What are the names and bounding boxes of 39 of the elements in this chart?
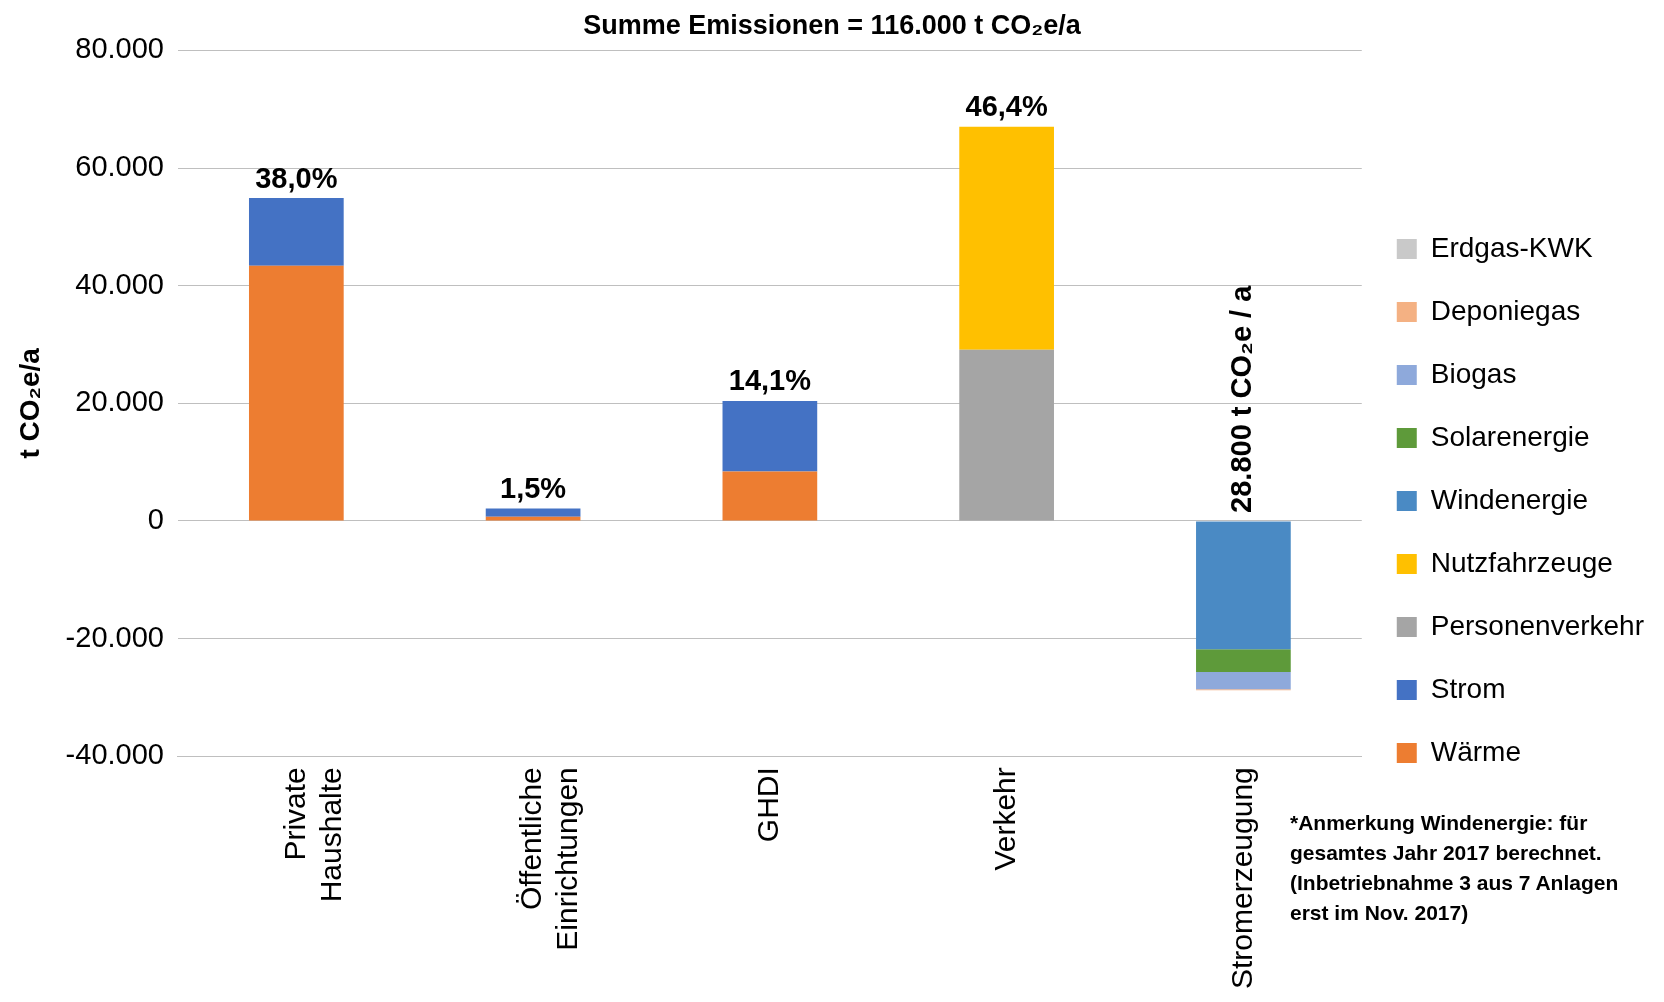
x-tick-label: Öffentliche Einrichtungen <box>514 767 584 951</box>
y-tick-label: -20.000 <box>65 620 164 653</box>
y-tick-label: 80.000 <box>75 32 164 65</box>
legend-label: Nutzfahrzeuge <box>1430 546 1613 578</box>
bar <box>1196 672 1291 690</box>
bar <box>1196 649 1291 673</box>
legend-label: Wärme <box>1430 735 1522 767</box>
y-tick-label: 40.000 <box>75 267 164 300</box>
legend-label: Personenverkehr <box>1430 609 1645 641</box>
x-tick-label: Verkehr <box>987 767 1021 871</box>
y-tick-label: 20.000 <box>75 385 164 418</box>
y-axis-title: t CO₂e/a <box>13 347 45 459</box>
legend-label: Deponiegas <box>1430 294 1581 326</box>
legend-label: Biogas <box>1430 357 1517 389</box>
y-tick-label: 0 <box>147 502 164 535</box>
bar <box>1196 521 1291 650</box>
legend-label: Windenergie <box>1430 483 1588 515</box>
annotation: 14,1% <box>728 364 812 397</box>
annotation: 46,4% <box>965 90 1048 123</box>
legend-label: Strom <box>1430 672 1506 704</box>
annotation: 1,5% <box>500 472 567 505</box>
text: *Anmerkung Windenergie: für gesamtes Jahr 2017 berechnet. (Inbetriebnahme 3 aus 7 Anlagen erst im Nov. 2017) <box>1290 810 1620 926</box>
annotation: 38,0% <box>255 161 338 194</box>
bar <box>959 126 1054 350</box>
y-tick-label: -40.000 <box>65 738 164 771</box>
bar <box>248 198 344 266</box>
y-tick-label: 60.000 <box>75 150 164 183</box>
legend-label: Solarenergie <box>1430 420 1590 452</box>
bar <box>722 400 818 472</box>
legend-label: Erdgas-KWK <box>1430 231 1593 263</box>
x-tick-label: Private Haushalte <box>277 767 347 903</box>
bar <box>485 508 581 517</box>
x-tick-label: GHDI <box>751 767 785 843</box>
chart-title: Summe Emissionen = 116.000 t CO₂e/a <box>583 9 1082 40</box>
bar <box>722 471 818 521</box>
x-tick-label: Stromerzeugung <box>1224 767 1258 989</box>
annotation: 28.800 t CO₂e / a <box>1225 284 1258 513</box>
bar <box>959 349 1054 521</box>
bar <box>248 265 344 521</box>
